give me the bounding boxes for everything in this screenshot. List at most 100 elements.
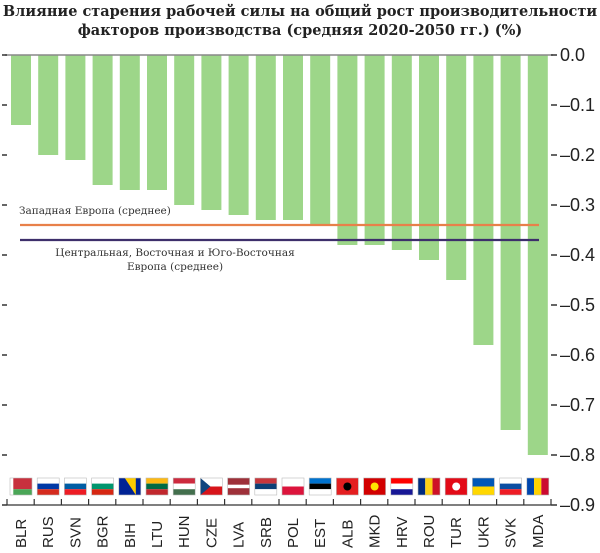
- x-tick-label-hrv: HRV: [394, 517, 411, 548]
- flag-stripe: [254, 478, 277, 484]
- flag-stripe: [254, 483, 277, 490]
- flag-stripe: [282, 486, 304, 495]
- y-tick-label: –0.7: [560, 395, 595, 415]
- flag-stripe: [390, 478, 413, 484]
- bar-pol: [283, 55, 303, 220]
- flag-bih-icon: [118, 477, 142, 496]
- y-tick-label: –0.2: [560, 145, 595, 165]
- bar-bgr: [92, 55, 113, 185]
- y-tick-label: 0.0: [560, 45, 585, 65]
- y-axis: 0.0 –0.1 –0.2 –0.3 –0.4 –0.5 –0.6 –0.7 –0.8 –0.9: [2, 45, 595, 515]
- flag-stripe: [309, 483, 332, 490]
- flag-stripe: [472, 478, 495, 487]
- x-tick-label-ltu: LTU: [149, 521, 166, 548]
- bar-cze: [201, 55, 222, 210]
- flag-stripe: [146, 478, 168, 484]
- flag-border: [200, 477, 223, 496]
- bar-mda: [527, 55, 548, 455]
- reference-lines-group: Западная Европа (среднее) Центральная, Во…: [19, 205, 539, 273]
- flag-emblem: [370, 482, 379, 491]
- reference-label-cee: Центральная, Восточная и Юго-Восточная: [55, 247, 295, 259]
- flag-border: [172, 477, 196, 496]
- bar-lva: [228, 55, 249, 215]
- flag-stripe: [173, 478, 196, 484]
- flag-triangle: [200, 478, 211, 495]
- flag-stripe: [227, 484, 250, 489]
- bar-hun: [174, 55, 195, 205]
- bar-blr: [11, 55, 31, 125]
- flag-border: [281, 477, 305, 496]
- flag-border: [390, 477, 414, 496]
- flag-stripe: [432, 478, 440, 495]
- bar-hrv: [391, 55, 412, 250]
- y-tick-label: –0.6: [560, 345, 595, 365]
- flags-group: [9, 477, 550, 496]
- y-tick-label: –0.3: [560, 195, 595, 215]
- flag-border: [499, 477, 522, 496]
- x-tick-label-mkd: MKD: [367, 515, 384, 549]
- flag-stripe: [10, 478, 32, 490]
- flag-emblem: [452, 482, 461, 491]
- flag-border: [336, 477, 359, 496]
- x-tick-label-mda: MDA: [530, 515, 547, 548]
- flag-rus-icon: [36, 477, 60, 496]
- x-tick-label-tur: TUR: [448, 517, 465, 548]
- flag-stripe: [200, 478, 223, 487]
- bar-mkd: [364, 55, 385, 245]
- flag-stripe: [309, 489, 332, 495]
- flag-border: [526, 477, 550, 496]
- flag-border: [64, 477, 87, 496]
- flag-border: [9, 477, 33, 496]
- bar-ltu: [147, 55, 167, 190]
- bar-tur: [446, 55, 467, 280]
- flag-stripe: [91, 478, 114, 484]
- flag-triangle: [124, 478, 136, 495]
- x-tick-label-rou: ROU: [421, 515, 438, 548]
- x-tick-label-srb: SRB: [258, 517, 275, 548]
- y-tick-label: –0.1: [560, 95, 595, 115]
- flag-stripe: [534, 478, 542, 495]
- flag-stripe: [200, 486, 223, 495]
- flag-svk-icon: [499, 477, 522, 496]
- flag-stripe: [64, 478, 87, 484]
- y-tick-label: –0.4: [560, 245, 595, 265]
- flag-stripe: [390, 489, 413, 495]
- y-tick-label: –0.5: [560, 295, 595, 315]
- bar-srb: [255, 55, 276, 220]
- flag-cze-icon: [200, 477, 223, 496]
- flag-stripe: [91, 483, 114, 490]
- flag-border: [472, 477, 495, 496]
- x-tick-label-ukr: UKR: [475, 516, 492, 548]
- flag-stripe: [173, 483, 196, 490]
- flag-stripe: [37, 489, 60, 495]
- flag-stripe: [227, 478, 250, 485]
- flag-blr-icon: [9, 477, 33, 496]
- bar-bih: [119, 55, 140, 190]
- bar-svk: [500, 55, 521, 430]
- flag-stripe: [418, 478, 426, 495]
- flag-stripe: [254, 489, 277, 495]
- flag-stripe: [526, 478, 535, 495]
- x-tick-label-pol: POL: [285, 518, 302, 548]
- x-tick-label-alb: ALB: [339, 520, 356, 548]
- flag-svn-icon: [64, 477, 87, 496]
- flag-mda-icon: [526, 477, 550, 496]
- flag-stripe: [282, 478, 304, 487]
- x-axis: BLR RUS SVN BGR BIH LTU HUN CZE LVA SRB POL EST ALB M…: [6, 499, 552, 549]
- x-tick-label-bgr: BGR: [95, 515, 112, 548]
- flag-stripe: [499, 478, 522, 484]
- bar-rou: [419, 55, 439, 260]
- flag-pol-icon: [281, 477, 305, 496]
- bar-alb: [337, 55, 358, 245]
- flag-hrv-icon: [390, 477, 414, 496]
- flag-stripe: [146, 489, 168, 495]
- x-tick-label-est: EST: [312, 519, 329, 548]
- x-tick-label-svk: SVK: [503, 518, 520, 548]
- x-tick-label-svn: SVN: [67, 517, 84, 548]
- y-tick-label: –0.9: [560, 495, 595, 515]
- flag-stripe: [10, 478, 14, 495]
- flag-stripe: [146, 483, 168, 490]
- flag-border: [145, 477, 169, 496]
- x-tick-label-hun: HUN: [176, 516, 193, 549]
